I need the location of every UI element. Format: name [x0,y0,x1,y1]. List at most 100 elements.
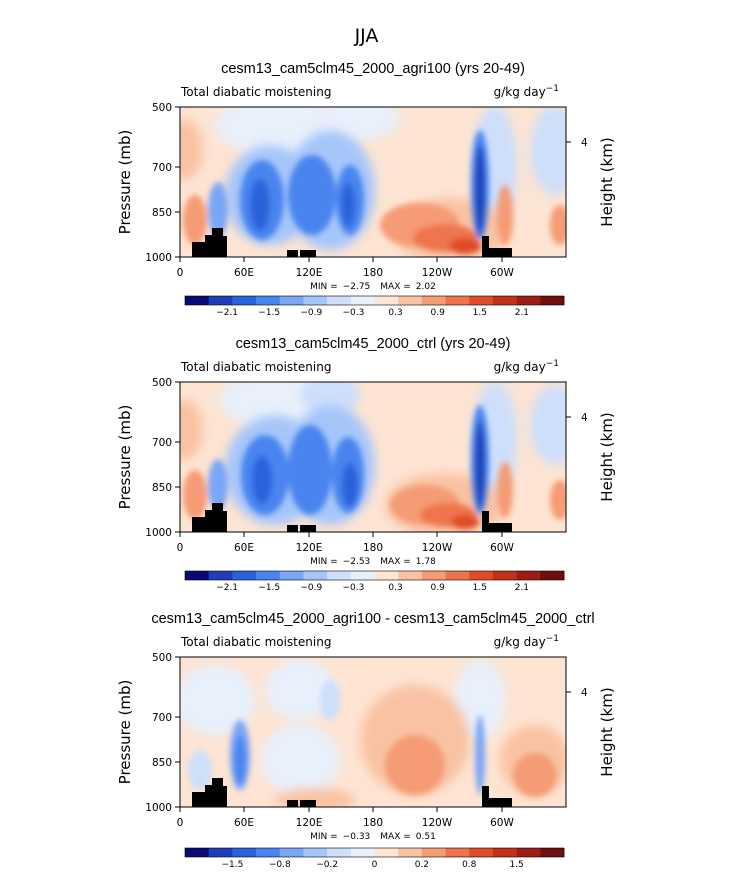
colorbar-swatch [421,571,446,580]
panel-2-units-exponent: −1 [546,359,559,369]
panel-3-core-americas [475,715,485,795]
panel-1-topo-africa-east [221,236,227,257]
colorbar-swatch [208,848,233,857]
colorbar-label: −0.9 [300,583,322,593]
panel-2-min-label: MIN = [310,557,338,567]
panel-2-xtick-label: 0 [177,542,184,554]
panel-3-core-africa-max [234,735,246,785]
panel-2-ylabel: Pressure (mb) [116,405,134,510]
colorbar-swatch [398,571,423,580]
panel-1-core-atlantic-red [497,185,513,245]
panel-3-topo-asia-east [300,800,316,807]
panel-2-field [180,382,566,532]
colorbar-swatch [350,848,375,857]
colorbar-swatch [492,296,517,305]
panel-3-yticks: 500 700 850 1000 4 [145,652,588,814]
panel-3-region-indian-lower [260,725,340,795]
colorbar-swatch [185,296,209,305]
panel-3-min-label: MIN = [310,832,338,842]
panel-1-core-east-edge-red [550,205,566,245]
colorbar-swatch [256,296,281,305]
panel-1-ytick-label: 700 [152,162,172,174]
panel-1-ytick-label: 500 [152,102,172,114]
panel-3-topo-asia [287,800,298,807]
colorbar-label: −1.5 [258,583,280,593]
panel-3-ytick-label: 500 [152,652,172,664]
panel-1-xtick-label: 120E [296,267,323,279]
panel-3-stats: MIN = −0.33 MAX = 0.51 [310,832,436,842]
panel-3-topo-africa-east [221,786,227,807]
colorbar-label: 0.8 [462,860,477,870]
panel-3-region-west-upper [180,665,255,735]
panel-3-units-exponent: −1 [546,634,559,644]
panel-2-topo-south-america [488,523,512,532]
panel-2-max-label: MAX = [380,557,411,567]
panel-2-colorbar: −2.1 −1.5 −0.9 −0.3 0.3 0.9 1.5 2.1 [184,570,565,593]
panel-3-xticks: 0 60E 120E 180 120W 60W [177,807,514,829]
colorbar-label: −1.5 [258,308,280,318]
colorbar-swatch [279,296,304,305]
colorbar-frame [184,847,565,858]
panel-1-topography [192,228,512,257]
colorbar-swatch [232,296,257,305]
panel-2-topo-andes [482,511,489,532]
panel-2-topography [192,503,512,532]
colorbar-swatch [516,571,541,580]
panel-3-region-indian-upper [265,660,335,720]
panel-3-variable-label: Total diabatic moistening [180,635,331,649]
colorbar-swatch [374,848,399,857]
colorbar-label: −2.1 [216,583,238,593]
colorbar-swatch [327,571,352,580]
panel-3-topo-africa-mid [205,785,215,807]
panel-2-core-atlantic-red [497,462,513,518]
panel-1-xticks: 0 60E 120E 180 120W 60W [177,257,514,279]
panel-1-ytick-label: 1000 [145,252,172,264]
panel-1-ytick-label: 850 [152,207,172,219]
colorbar-label: −0.8 [269,860,291,870]
panel-2-region-upper-dateline [300,382,360,415]
panel-1-units-exponent: −1 [546,84,559,94]
panel-2-ytick-label: 1000 [145,527,172,539]
colorbar-swatch [185,571,209,580]
colorbar-label: 1.5 [509,860,523,870]
panel-2-topo-africa-mid [205,510,215,532]
panel-1-units: g/kg day [494,85,546,99]
panel-3: cesm13_cam5clm45_2000_agri100 - cesm13_c… [116,611,616,870]
colorbar-label: −0.3 [343,308,365,318]
colorbar-swatch [303,571,328,580]
colorbar-swatch [469,848,494,857]
panel-3-units: g/kg day [494,635,546,649]
colorbar-label: 1.5 [473,583,487,593]
panel-2-core-maritime [288,425,332,515]
panel-2-topo-asia-east [300,525,316,532]
panel-1-xtick-label: 60W [490,267,514,279]
panel-3-units-label: g/kg day−1 [494,634,559,649]
colorbar-label: 2.1 [515,583,529,593]
colorbar-swatch [208,296,233,305]
panel-2-core-west-pacific-max [342,463,358,507]
panel-3-core-east-pacific [385,735,445,795]
colorbar-swatch [492,848,517,857]
panel-2-units: g/kg day [494,360,546,374]
panel-3-min-value: −0.33 [343,832,371,842]
colorbar-label: −2.1 [216,308,238,318]
panel-1-max-label: MAX = [380,282,411,292]
panel-1-colorbar: −2.1 −1.5 −0.9 −0.3 0.3 0.9 1.5 2.1 [184,295,565,318]
panel-1-topo-africa-peak [212,228,223,257]
colorbar-swatch [540,571,565,580]
colorbar-swatch [303,848,328,857]
panel-1-core-africa-red [183,195,207,245]
colorbar-swatch [279,848,304,857]
panel-3-topo-south-america [488,798,512,807]
panel-2-core-africa [208,459,228,511]
panel-1-min-value: −2.75 [343,282,371,292]
colorbar-label: 0 [372,860,378,870]
panel-2-topo-africa-east [221,511,227,532]
colorbar-label: 0.3 [388,308,402,318]
panel-2-yticks: 500 700 850 1000 4 [145,377,588,539]
colorbar-swatch [398,848,423,857]
panel-1-fine-contours [183,130,566,254]
colorbar-label: 0.9 [431,583,446,593]
panel-2-fine-contours [183,405,566,529]
panel-2-xtick-label: 60E [234,542,254,554]
